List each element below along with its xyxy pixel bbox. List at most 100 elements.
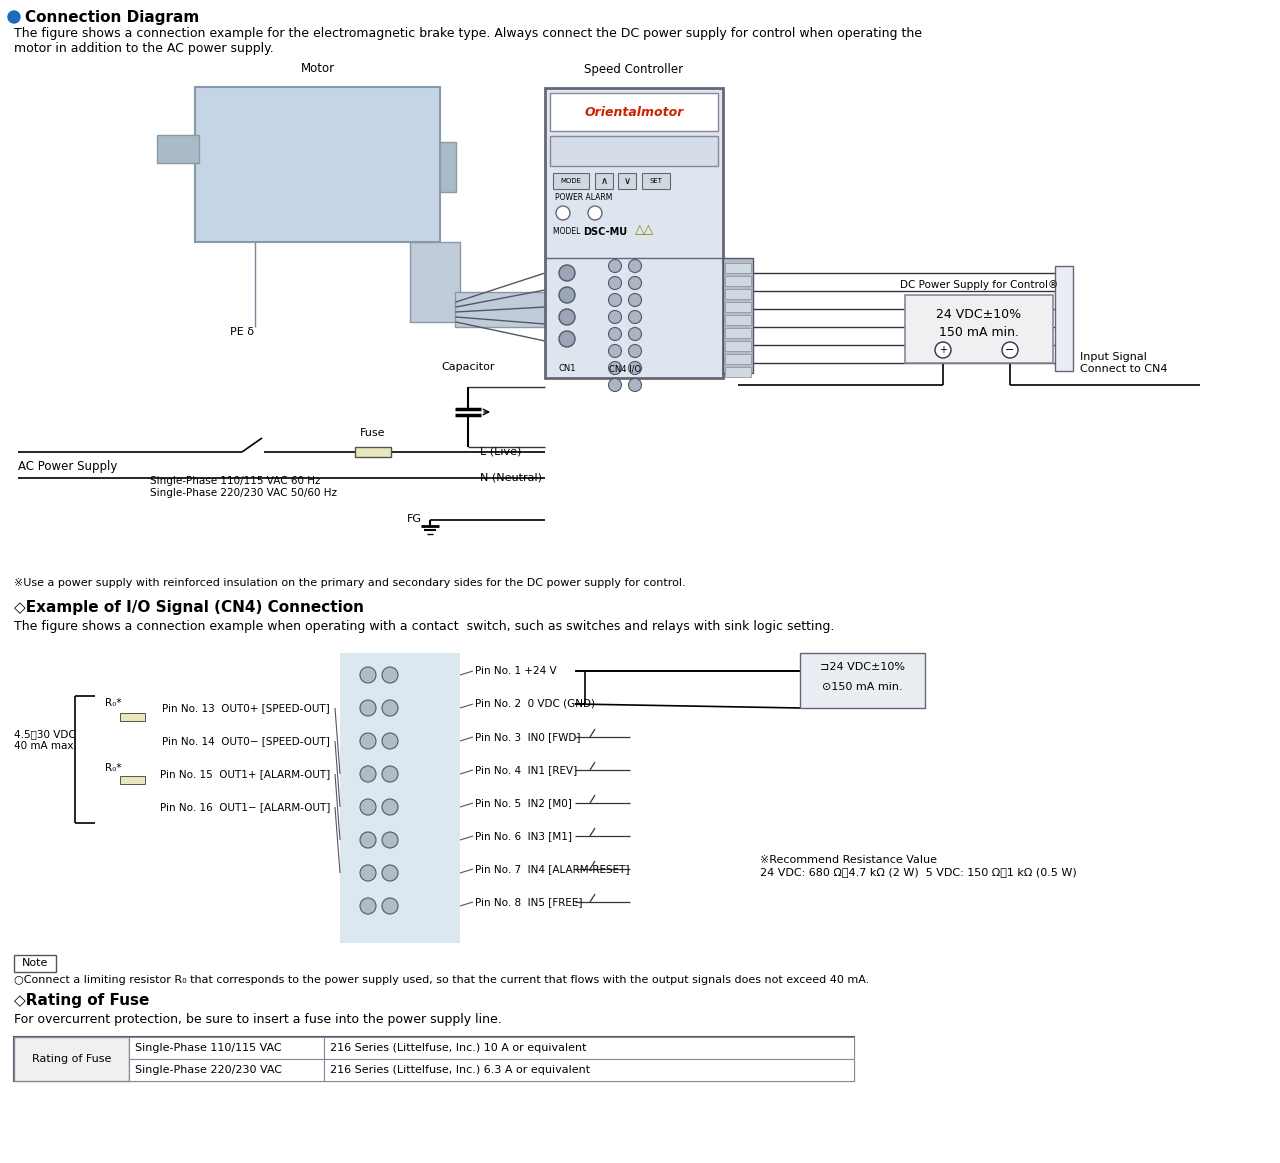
Circle shape: [1002, 342, 1018, 358]
Text: Pin No. 3  IN0 [FWD]: Pin No. 3 IN0 [FWD]: [475, 732, 581, 742]
Circle shape: [360, 766, 376, 782]
Circle shape: [608, 362, 622, 374]
Text: Pin No. 1 +24 V: Pin No. 1 +24 V: [475, 666, 557, 676]
Text: DSC-MU: DSC-MU: [582, 227, 627, 237]
Bar: [724, 288, 751, 299]
Text: ∨: ∨: [623, 176, 631, 186]
Text: Note: Note: [22, 958, 49, 968]
Bar: [724, 341, 751, 351]
Circle shape: [628, 293, 641, 307]
Circle shape: [381, 898, 398, 914]
Text: Pin No. 8  IN5 [FREE]: Pin No. 8 IN5 [FREE]: [475, 897, 582, 907]
Bar: [324, 1059, 854, 1080]
Text: ∧: ∧: [600, 176, 608, 186]
Bar: [800, 652, 925, 708]
Bar: [14, 955, 56, 972]
Bar: [724, 263, 751, 273]
Text: 150 mA min.: 150 mA min.: [940, 327, 1019, 340]
Text: ⊙150 mA min.: ⊙150 mA min.: [822, 682, 902, 692]
Bar: [1055, 266, 1073, 371]
Bar: [724, 328, 751, 338]
Circle shape: [360, 832, 376, 848]
Text: MODE: MODE: [561, 178, 581, 184]
Text: Single-Phase 110/115 VAC: Single-Phase 110/115 VAC: [134, 1043, 282, 1053]
Text: Single-Phase 220/230 VAC: Single-Phase 220/230 VAC: [134, 1065, 282, 1075]
Circle shape: [360, 799, 376, 815]
Circle shape: [381, 700, 398, 716]
Circle shape: [628, 344, 641, 357]
Text: AC Power Supply: AC Power Supply: [18, 461, 118, 473]
Text: ⊐24 VDC±10%: ⊐24 VDC±10%: [820, 662, 905, 672]
Text: ○Connect a limiting resistor R₀ that corresponds to the power supply used, so th: ○Connect a limiting resistor R₀ that cor…: [14, 975, 869, 985]
Text: DC Power Supply for Control®: DC Power Supply for Control®: [900, 280, 1059, 290]
Text: Motor: Motor: [301, 62, 334, 74]
Bar: [545, 88, 723, 378]
Text: SET: SET: [649, 178, 663, 184]
Text: POWER ALARM: POWER ALARM: [556, 193, 612, 202]
Bar: [724, 302, 751, 312]
Bar: [724, 354, 751, 364]
Bar: [120, 713, 145, 721]
Circle shape: [608, 293, 622, 307]
Circle shape: [628, 362, 641, 374]
Text: −: −: [1005, 345, 1015, 355]
Text: Speed Controller: Speed Controller: [585, 63, 684, 76]
Circle shape: [381, 865, 398, 882]
Bar: [553, 173, 589, 190]
Circle shape: [559, 265, 575, 281]
Bar: [14, 1037, 854, 1080]
Text: ※Recommend Resistance Value
24 VDC: 680 Ω～4.7 kΩ (2 W)  5 VDC: 150 Ω～1 kΩ (0.5 W: ※Recommend Resistance Value 24 VDC: 680 …: [760, 855, 1076, 877]
Text: Pin No. 16  OUT1− [ALARM-OUT]: Pin No. 16 OUT1− [ALARM-OUT]: [160, 802, 330, 812]
Bar: [157, 135, 198, 163]
Text: ※Use a power supply with reinforced insulation on the primary and secondary side: ※Use a power supply with reinforced insu…: [14, 578, 686, 588]
Bar: [724, 276, 751, 286]
Bar: [340, 652, 460, 943]
Bar: [14, 1037, 129, 1080]
Text: Pin No. 4  IN1 [REV]: Pin No. 4 IN1 [REV]: [475, 765, 577, 775]
Circle shape: [608, 277, 622, 290]
Bar: [643, 173, 669, 190]
Text: +: +: [940, 345, 947, 355]
Text: The figure shows a connection example when operating with a contact  switch, suc: The figure shows a connection example wh…: [14, 620, 835, 633]
Bar: [550, 136, 718, 166]
Circle shape: [588, 206, 602, 220]
Circle shape: [360, 700, 376, 716]
Circle shape: [934, 342, 951, 358]
Text: Fuse: Fuse: [360, 428, 385, 438]
Bar: [410, 242, 460, 322]
Text: Single-Phase 110/115 VAC 60 Hz
Single-Phase 220/230 VAC 50/60 Hz: Single-Phase 110/115 VAC 60 Hz Single-Ph…: [150, 476, 337, 498]
Bar: [724, 315, 751, 324]
Bar: [618, 173, 636, 190]
Bar: [129, 1037, 324, 1059]
Bar: [724, 368, 751, 377]
Circle shape: [381, 733, 398, 749]
Circle shape: [628, 259, 641, 272]
Bar: [129, 1059, 324, 1080]
Text: △△: △△: [635, 223, 654, 236]
Text: MODEL: MODEL: [553, 227, 582, 236]
Bar: [905, 295, 1053, 363]
Text: Pin No. 13  OUT0+ [SPEED-OUT]: Pin No. 13 OUT0+ [SPEED-OUT]: [163, 702, 330, 713]
Circle shape: [360, 733, 376, 749]
Circle shape: [556, 206, 570, 220]
Text: R₀*: R₀*: [105, 763, 122, 773]
Text: Input Signal
Connect to CN4: Input Signal Connect to CN4: [1080, 352, 1167, 373]
Text: CN4 I/O: CN4 I/O: [609, 364, 641, 373]
Circle shape: [628, 378, 641, 392]
Text: 216 Series (Littelfuse, Inc.) 10 A or equivalent: 216 Series (Littelfuse, Inc.) 10 A or eq…: [330, 1043, 586, 1053]
Circle shape: [628, 277, 641, 290]
Bar: [440, 142, 456, 192]
Circle shape: [608, 259, 622, 272]
Circle shape: [8, 10, 20, 23]
Bar: [355, 447, 390, 457]
Text: N (Neutral): N (Neutral): [480, 472, 541, 481]
Circle shape: [628, 311, 641, 323]
Text: 24 VDC±10%: 24 VDC±10%: [937, 308, 1021, 321]
Text: Capacitor: Capacitor: [442, 362, 495, 372]
Circle shape: [360, 898, 376, 914]
Circle shape: [559, 331, 575, 347]
Text: Connection Diagram: Connection Diagram: [26, 10, 200, 24]
Bar: [454, 292, 745, 327]
Text: Pin No. 5  IN2 [M0]: Pin No. 5 IN2 [M0]: [475, 798, 572, 808]
Text: Pin No. 15  OUT1+ [ALARM-OUT]: Pin No. 15 OUT1+ [ALARM-OUT]: [160, 769, 330, 779]
